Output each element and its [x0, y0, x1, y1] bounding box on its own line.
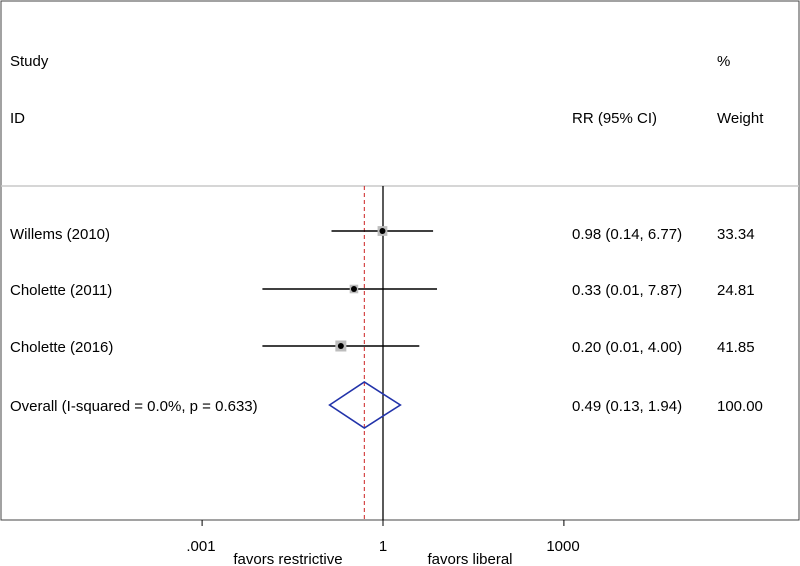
study-point: [337, 343, 344, 349]
header-rr-ci: RR (95% CI): [572, 110, 657, 127]
overall-diamond: [328, 381, 402, 429]
favors-left-label: favors restrictive: [233, 551, 342, 566]
study-label: Cholette (2011): [10, 282, 112, 299]
x-tick-label: 1: [379, 538, 387, 555]
study-row: Willems (2010) 0.98 (0.14, 6.77) 33.34: [10, 226, 755, 243]
study-point: [379, 228, 386, 234]
overall-ci-text: 0.49 (0.13, 1.94): [572, 398, 682, 415]
overall-row: Overall (I-squared = 0.0%, p = 0.633) 0.…: [10, 398, 763, 415]
study-label: Willems (2010): [10, 226, 110, 243]
overall-label: Overall (I-squared = 0.0%, p = 0.633): [10, 398, 258, 415]
header-weight: Weight: [717, 110, 764, 127]
x-tick-label: .001: [186, 538, 215, 555]
study-row: Cholette (2016) 0.20 (0.01, 4.00) 41.85: [10, 339, 755, 356]
study-label: Cholette (2016): [10, 339, 113, 356]
study-ci-text: 0.20 (0.01, 4.00): [572, 339, 682, 356]
chart-marks: [201, 186, 565, 526]
study-weight: 24.81: [717, 282, 755, 299]
study-ci-text: 0.33 (0.01, 7.87): [572, 282, 682, 299]
study-point: [350, 286, 357, 292]
header-study: Study: [10, 53, 49, 70]
study-weight: 41.85: [717, 339, 755, 356]
study-weight: 33.34: [717, 226, 755, 243]
header-percent: %: [717, 53, 730, 70]
study-row: Cholette (2011) 0.33 (0.01, 7.87) 24.81: [10, 282, 755, 299]
favors-right-label: favors liberal: [427, 551, 512, 566]
x-tick-label: 1000: [546, 538, 579, 555]
study-ci-text: 0.98 (0.14, 6.77): [572, 226, 682, 243]
plot-frame: [0, 0, 800, 521]
header-id: ID: [10, 110, 25, 127]
overall-weight: 100.00: [717, 398, 763, 415]
